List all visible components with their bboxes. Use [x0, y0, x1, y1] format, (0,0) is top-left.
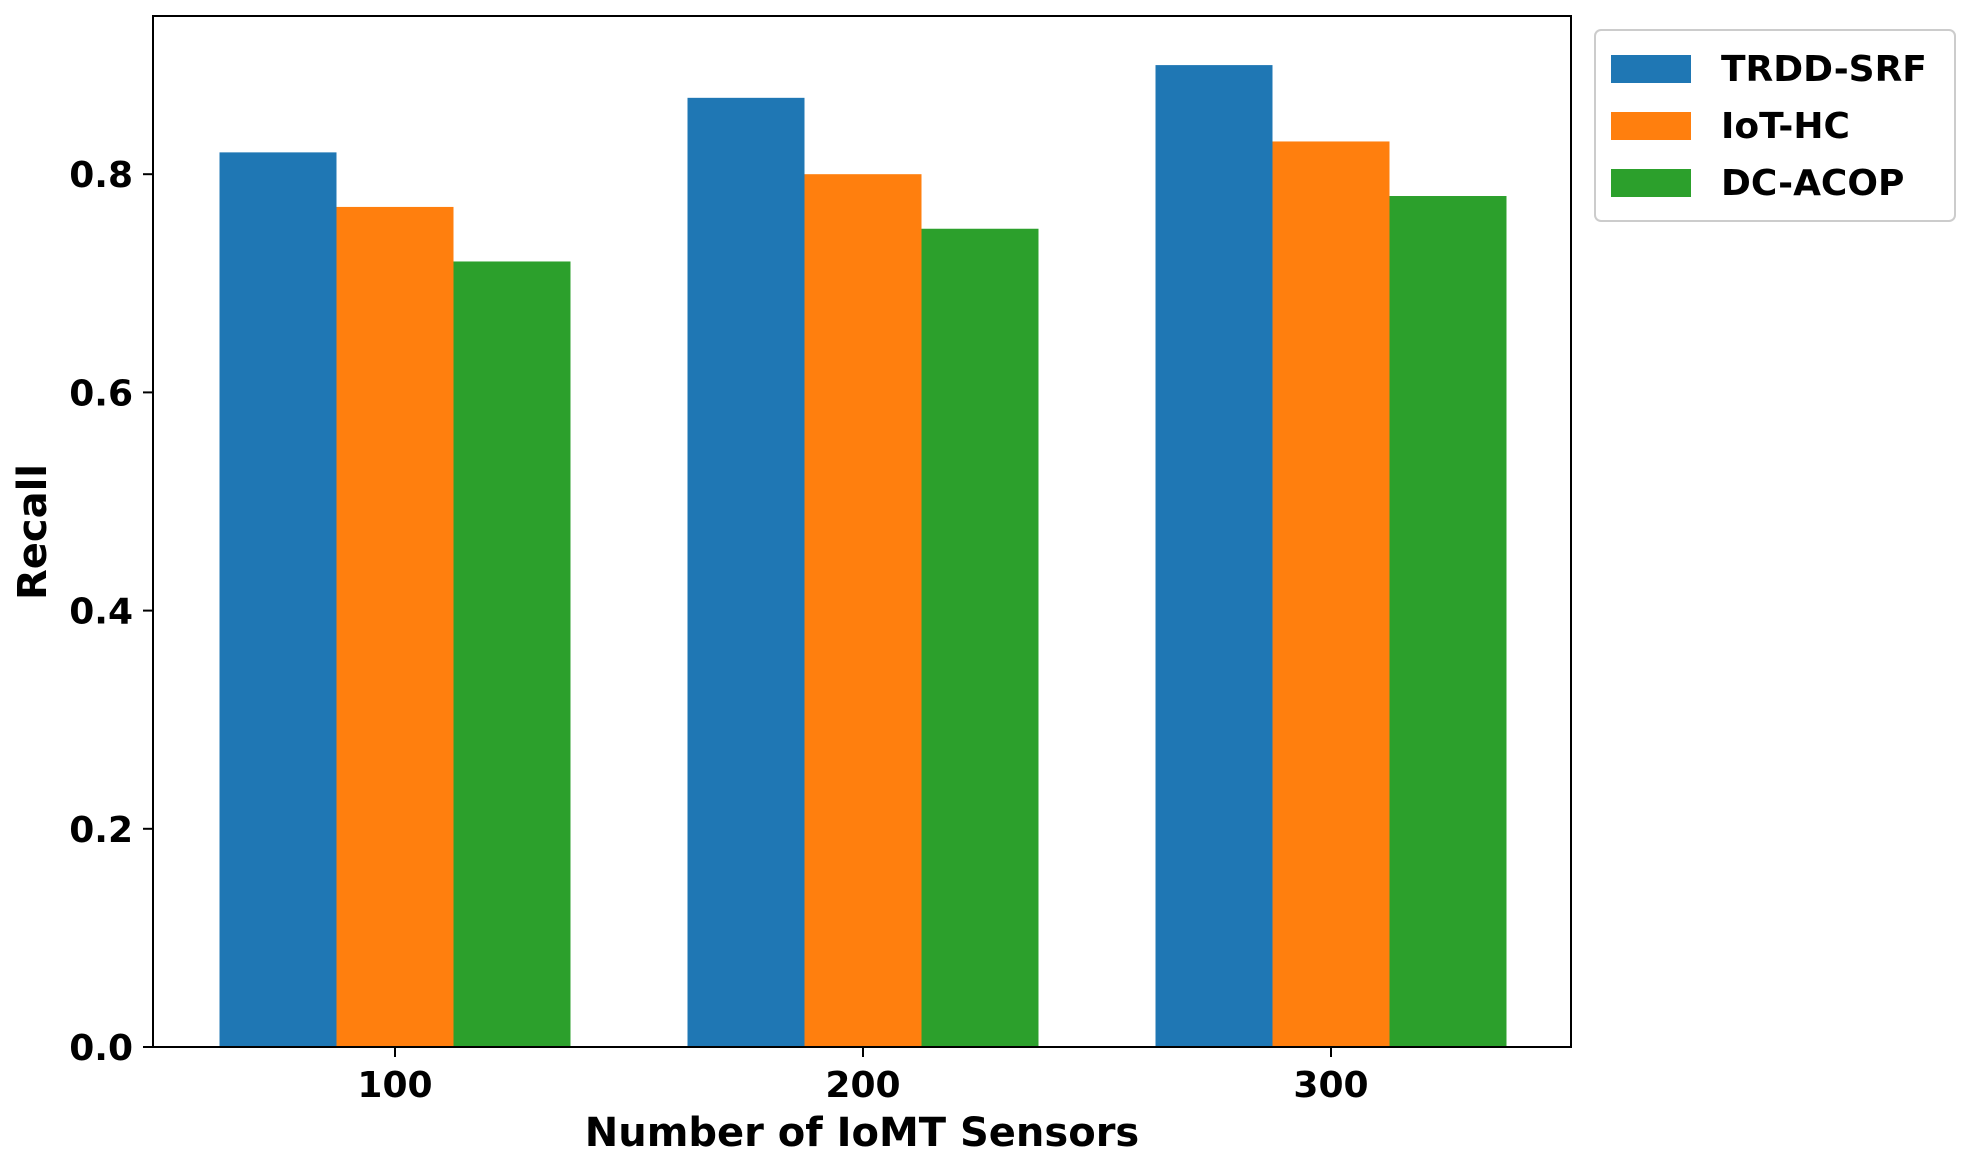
bar-trdd-srf-200 — [687, 97, 805, 1048]
y-tick-label: 0.4 — [69, 592, 133, 633]
legend: TRDD-SRF IoT-HC DC-ACOP — [1594, 29, 1956, 222]
x-axis: 100 200 300 — [357, 1047, 1369, 1106]
x-axis-label: Number of IoMT Sensors — [585, 1110, 1139, 1156]
y-axis-label: Recall — [10, 464, 56, 600]
y-tick-label: 0.0 — [69, 1028, 133, 1069]
bar-trdd-srf-100 — [219, 152, 337, 1047]
y-tick-label: 0.2 — [69, 810, 133, 851]
legend-swatch — [1611, 112, 1691, 140]
bar-dc-acop-200 — [921, 228, 1039, 1047]
legend-label: DC-ACOP — [1721, 163, 1904, 204]
bar-dc-acop-300 — [1389, 196, 1507, 1047]
x-tick-label: 100 — [357, 1065, 432, 1106]
legend-swatch — [1611, 55, 1691, 83]
y-axis: 0.0 0.2 0.4 0.6 0.8 — [69, 155, 153, 1069]
y-tick-label: 0.8 — [69, 155, 133, 196]
bar-trdd-srf-300 — [1155, 65, 1273, 1048]
bars-layer — [219, 65, 1507, 1048]
legend-label: TRDD-SRF — [1721, 49, 1927, 90]
legend-swatch — [1611, 169, 1691, 197]
bar-iot-hc-200 — [804, 174, 922, 1047]
bar-iot-hc-300 — [1272, 141, 1390, 1048]
bar-iot-hc-100 — [336, 206, 454, 1048]
y-tick-label: 0.6 — [69, 373, 133, 414]
bar-dc-acop-100 — [453, 261, 571, 1047]
x-tick-label: 300 — [1293, 1065, 1368, 1106]
x-tick-label: 200 — [825, 1065, 900, 1106]
legend-label: IoT-HC — [1721, 106, 1850, 147]
